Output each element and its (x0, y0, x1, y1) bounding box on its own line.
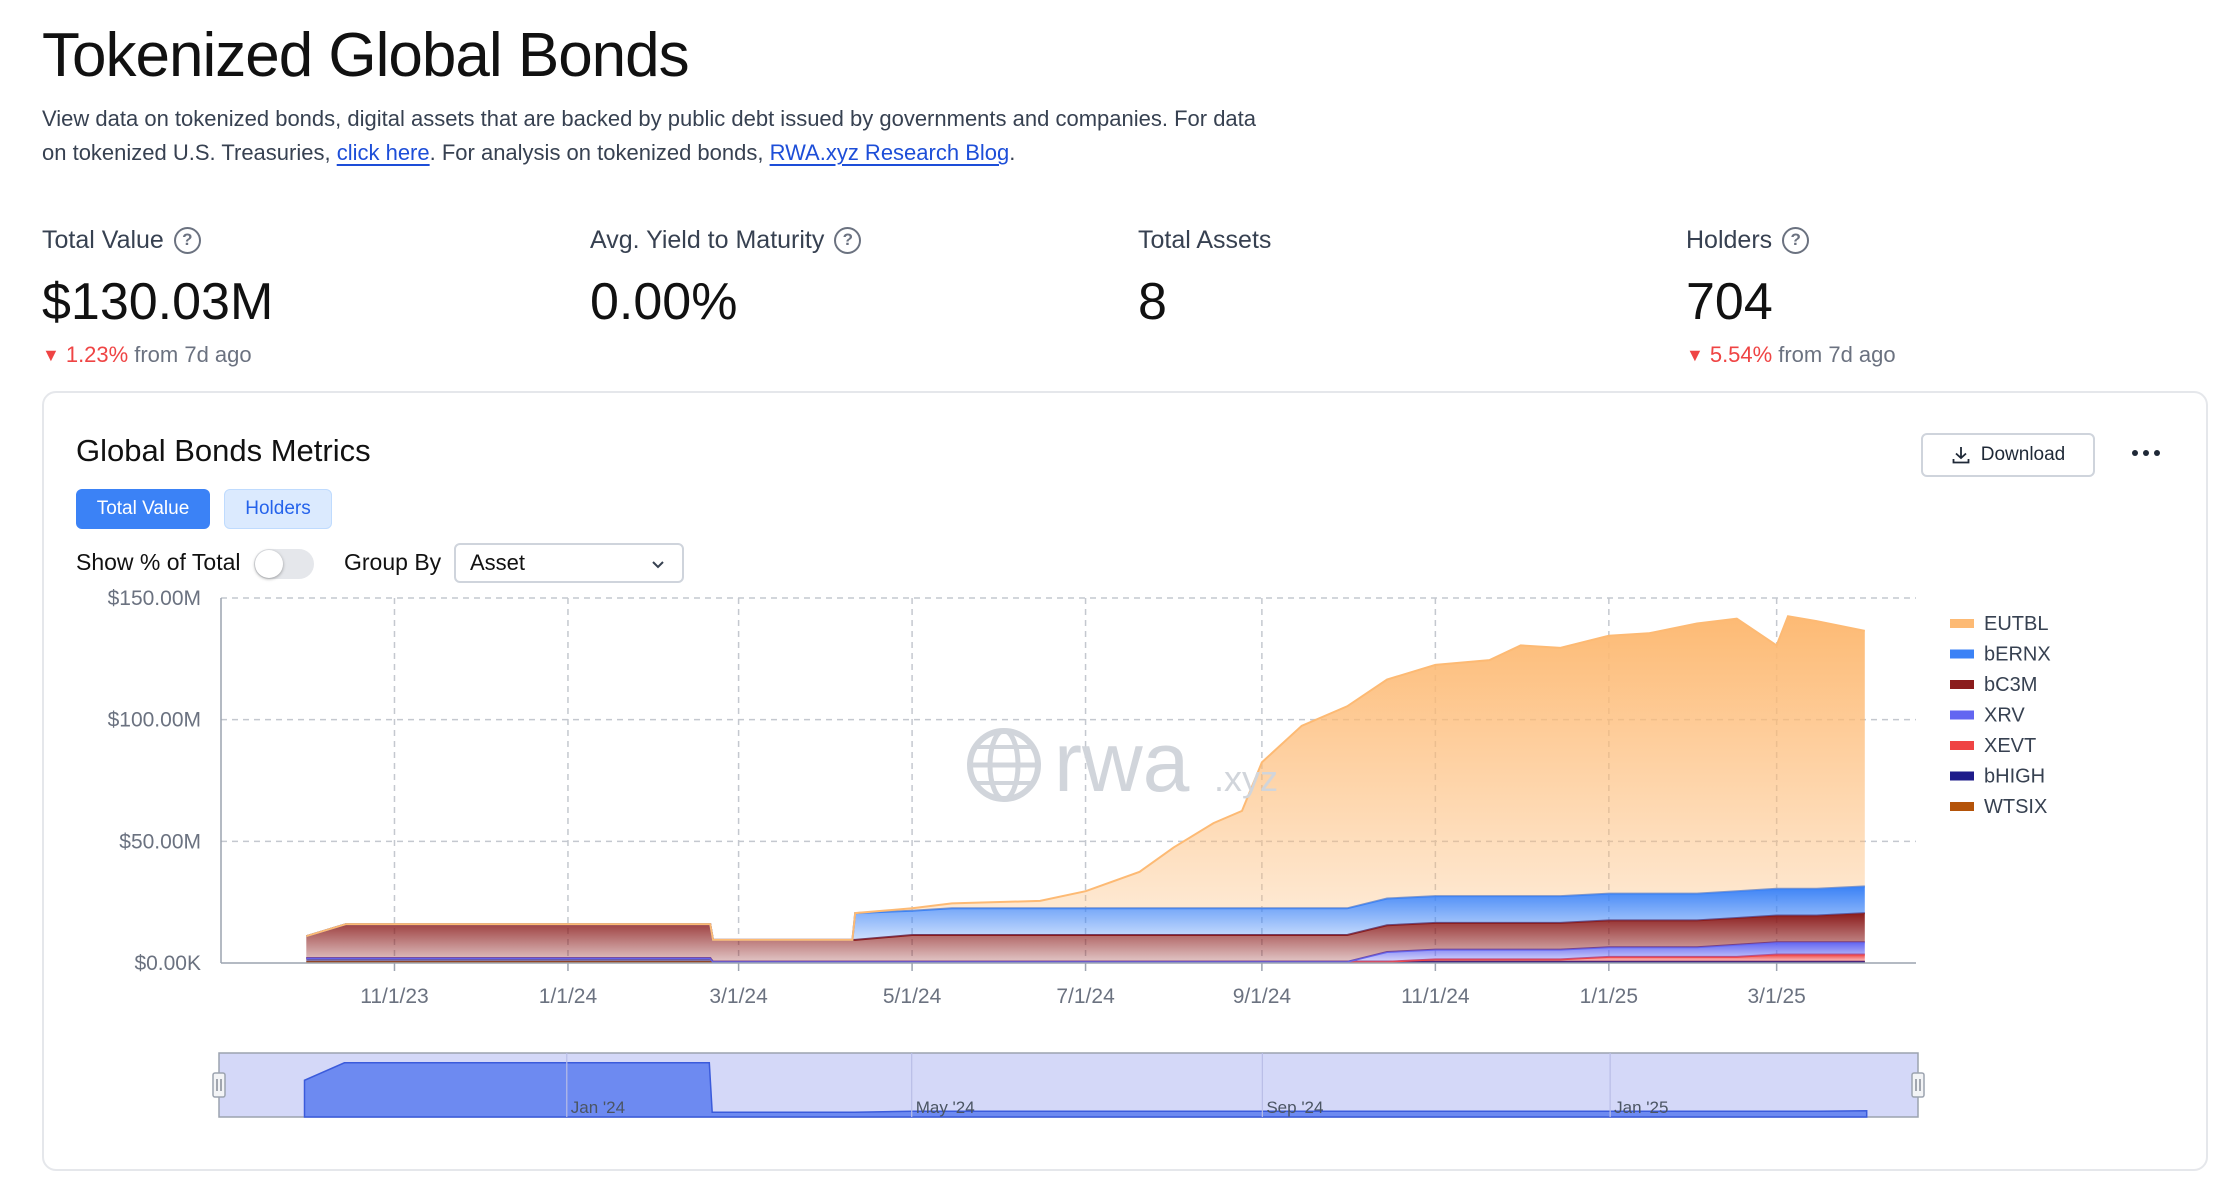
x-tick-label: 11/1/24 (1401, 985, 1470, 1008)
x-tick-label: 1/1/25 (1580, 985, 1638, 1008)
legend-label: EUTBL (1984, 613, 2048, 635)
stat-holders: Holders? 704 ▼ 5.54% from 7d ago (1686, 222, 1896, 368)
legend-label: bC3M (1984, 674, 2037, 696)
help-icon[interactable]: ? (1782, 226, 1810, 254)
stat-label: Holders (1686, 225, 1773, 254)
tab-holders[interactable]: Holders (224, 489, 332, 529)
chart-axes: $0.00K $50.00M $100.00M $150.00M 11/1/23 1/1/… (108, 587, 1916, 1008)
area-bernx (306, 886, 1865, 940)
chevron-down-icon (652, 561, 664, 569)
svg-text:.xyz: .xyz (1214, 758, 1278, 799)
legend-item-xevt: XEVT (1950, 735, 2036, 757)
watermark: rwa .xyz (967, 715, 1278, 809)
stat-label: Total Value (42, 225, 164, 254)
area-eutbl (306, 616, 1865, 940)
down-triangle-icon: ▼ (42, 344, 60, 365)
legend-label: XRV (1984, 705, 2025, 727)
legend-item-bhigh: bHIGH (1950, 766, 2045, 788)
show-percent-label: Show % of Total (76, 549, 241, 575)
more-options-icon[interactable] (2126, 438, 2166, 468)
legend-swatch (1950, 680, 1974, 689)
navigator-tick-label: May '24 (916, 1098, 975, 1117)
tab-total-value[interactable]: Total Value (76, 489, 210, 529)
range-navigator[interactable]: Jan '24 May '24 Sep '24 Jan '25 (212, 1052, 1925, 1118)
help-icon[interactable]: ? (834, 226, 862, 254)
card-title: Global Bonds Metrics (76, 433, 371, 468)
download-button[interactable]: Download (1921, 433, 2095, 477)
x-tick-label: 7/1/24 (1056, 985, 1115, 1008)
legend-swatch (1950, 649, 1974, 659)
x-tick-label: 3/1/25 (1747, 985, 1805, 1008)
navigator-handle-right (1911, 1072, 1925, 1098)
download-label: Download (1980, 444, 2066, 465)
chart-area[interactable]: $0.00K $50.00M $100.00M $150.00M 11/1/23 1/1/… (44, 393, 2206, 1169)
x-tick-label: 1/1/24 (539, 985, 598, 1008)
stat-label: Total Assets (1138, 225, 1272, 254)
x-tick-label: 9/1/24 (1233, 985, 1292, 1008)
down-triangle-icon: ▼ (1686, 344, 1704, 365)
navigator-handle-left (212, 1072, 226, 1098)
stat-total-value: Total Value? $130.03M ▼ 1.23% from 7d ago (42, 222, 273, 368)
stat-total-assets: Total Assets 8 (1138, 222, 1271, 334)
x-tick-label: 5/1/24 (883, 985, 942, 1008)
legend-swatch (1950, 710, 1974, 720)
stat-value: 8 (1138, 273, 1167, 331)
legend-item-bc3m: bC3M (1950, 674, 2037, 696)
group-by-label: Group By (344, 549, 442, 575)
area-bc3m (306, 913, 1865, 962)
svg-text:rwa: rwa (1054, 715, 1190, 809)
y-tick-label: $150.00M (108, 587, 201, 610)
legend-item-wtsix: WTSIX (1950, 796, 2047, 818)
legend-label: WTSIX (1984, 796, 2047, 818)
legend-label: XEVT (1984, 735, 2036, 757)
x-tick-label: 11/1/23 (360, 985, 429, 1008)
treasuries-link[interactable]: click here (336, 140, 430, 165)
legend-label: bHIGH (1984, 766, 2045, 788)
legend-swatch (1950, 802, 1974, 811)
stat-value: 0.00% (590, 273, 738, 331)
legend-item-xrv: XRV (1950, 705, 2025, 727)
legend-label: bERNX (1984, 644, 2051, 666)
legend-item-eutbl: EUTBL (1950, 613, 2048, 635)
x-tick-label: 3/1/24 (709, 985, 768, 1008)
show-percent-toggle[interactable] (254, 549, 314, 579)
research-blog-link[interactable]: RWA.xyz Research Blog (769, 140, 1010, 165)
area-xrv (306, 942, 1865, 962)
chart-legend[interactable]: EUTBL bERNX bC3M XRV XEVT bHIGH WTSIX (1950, 613, 2051, 818)
legend-item-bernx: bERNX (1950, 644, 2051, 666)
page-title: Tokenized Global Bonds (42, 21, 690, 90)
line-eutbl (306, 615, 1865, 941)
global-bonds-metrics-card: Global Bonds Metrics Download Total Valu… (42, 391, 2208, 1171)
navigator-tick-label: Jan '25 (1614, 1098, 1668, 1117)
chart-series (306, 615, 1865, 963)
stat-label: Avg. Yield to Maturity (590, 225, 825, 254)
stat-avg-yield: Avg. Yield to Maturity? 0.00% (590, 222, 862, 334)
help-icon[interactable]: ? (173, 226, 201, 254)
y-tick-label: $50.00M (119, 830, 201, 853)
download-icon (1952, 447, 1970, 464)
stat-change: ▼ 5.54% from 7d ago (1686, 342, 1896, 367)
stat-value: $130.03M (42, 273, 274, 331)
legend-swatch (1950, 771, 1974, 781)
stat-change: ▼ 1.23% from 7d ago (42, 342, 252, 367)
legend-swatch (1950, 741, 1974, 750)
navigator-tick-label: Sep '24 (1266, 1098, 1323, 1117)
group-by-value: Asset (470, 550, 526, 575)
y-tick-label: $100.00M (108, 709, 201, 732)
intro-text: View data on tokenized bonds, digital as… (42, 106, 1257, 165)
legend-swatch (1950, 619, 1974, 628)
group-by-select[interactable]: Asset (454, 543, 684, 583)
navigator-tick-label: Jan '24 (571, 1098, 625, 1117)
y-tick-label: $0.00K (134, 952, 201, 975)
stat-value: 704 (1686, 273, 1773, 331)
